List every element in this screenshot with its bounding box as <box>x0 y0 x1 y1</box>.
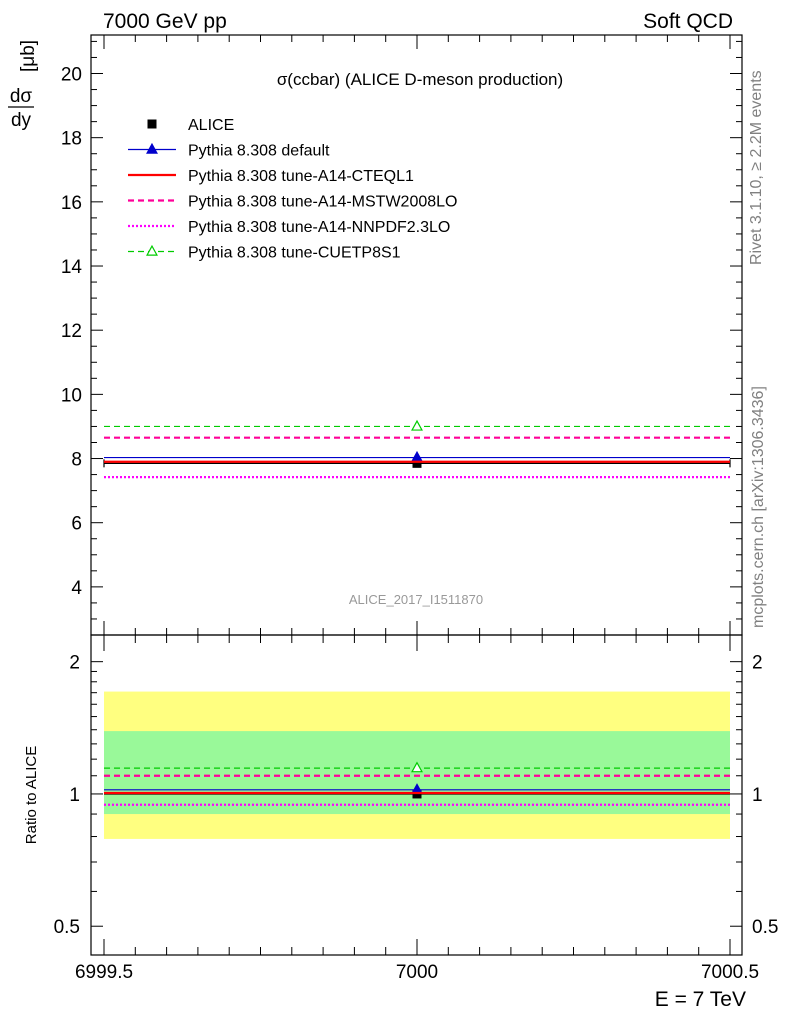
ratio-plot-frame <box>90 634 743 956</box>
main-ytick-label: 8 <box>71 450 82 471</box>
legend-marker <box>146 244 158 256</box>
main-series-1 <box>104 450 730 462</box>
main-ytick-label: 4 <box>71 578 82 599</box>
legend-item: Pythia 8.308 tune-A14-CTEQL1 <box>128 168 414 185</box>
main-ytick-label: 20 <box>61 65 82 86</box>
ratio-series-5 <box>104 761 730 773</box>
main-ytick-label: 12 <box>61 321 82 342</box>
main-ytick-label: 10 <box>61 385 82 406</box>
main-ytick-label: 18 <box>61 129 82 150</box>
legend-marker <box>146 142 158 154</box>
main-marker-5 <box>411 419 423 431</box>
ratio-ylabel: Ratio to ALICE <box>23 746 40 844</box>
xtick-label: 7000 <box>396 962 438 983</box>
xtick-label: 6999.5 <box>75 962 133 983</box>
xtick-label: 7000.5 <box>701 962 759 983</box>
legend-label: Pythia 8.308 tune-A14-CTEQL1 <box>188 168 414 185</box>
main-series-5 <box>104 419 730 431</box>
ratio-marker-5 <box>411 761 423 773</box>
header-left: 7000 GeV pp <box>103 10 227 33</box>
analysis-tag: ALICE_2017_I1511870 <box>349 592 483 607</box>
legend-item: ALICE <box>147 117 234 134</box>
legend-item: Pythia 8.308 tune-A14-MSTW2008LO <box>128 194 457 211</box>
x-axis-label: E = 7 TeV <box>655 988 746 1011</box>
legend-item: Pythia 8.308 tune-CUETP8S1 <box>128 245 401 262</box>
main-marker-0 <box>412 458 422 468</box>
ylabel-numerator: dσ <box>10 86 33 107</box>
ratio-ytick-label-left: 0.5 <box>54 917 80 938</box>
legend-label: Pythia 8.308 default <box>188 143 330 160</box>
legend-item: Pythia 8.308 tune-A14-NNPDF2.3LO <box>128 219 450 236</box>
main-marker-1 <box>411 450 423 462</box>
ylabel-unit: [μb] <box>18 40 39 72</box>
ylabel-denominator: dy <box>11 110 32 131</box>
legend-label: Pythia 8.308 tune-A14-NNPDF2.3LO <box>188 219 450 236</box>
main-ylabel: dσ dy [μb] <box>8 40 39 131</box>
ratio-band-1 <box>104 731 730 815</box>
header-right: Soft QCD <box>643 10 733 33</box>
legend-label: Pythia 8.308 tune-CUETP8S1 <box>188 245 401 262</box>
ratio-ytick-label-left: 1 <box>69 785 80 806</box>
main-ytick-label: 6 <box>71 514 82 535</box>
ratio-ytick-label-left: 2 <box>69 653 80 674</box>
chart-title: σ(ccbar) (ALICE D-meson production) <box>277 70 563 89</box>
mcplots-label: mcplots.cern.ch [arXiv:1306.3436] <box>750 386 767 628</box>
rivet-version-label: Rivet 3.1.10, ≥ 2.2M events <box>748 70 765 265</box>
legend-label: ALICE <box>188 117 234 134</box>
legend: ALICE Pythia 8.308 default Pythia 8.308 tu… <box>128 117 457 262</box>
legend-marker <box>147 119 157 129</box>
ratio-ytick-label-right: 2 <box>752 653 763 674</box>
legend-item: Pythia 8.308 default <box>128 143 330 160</box>
main-ytick-label: 14 <box>61 257 83 278</box>
main-ytick-label: 16 <box>61 193 82 214</box>
legend-label: Pythia 8.308 tune-A14-MSTW2008LO <box>188 194 457 211</box>
ratio-ytick-label-right: 1 <box>752 785 763 806</box>
ratio-ytick-label-right: 0.5 <box>752 917 778 938</box>
